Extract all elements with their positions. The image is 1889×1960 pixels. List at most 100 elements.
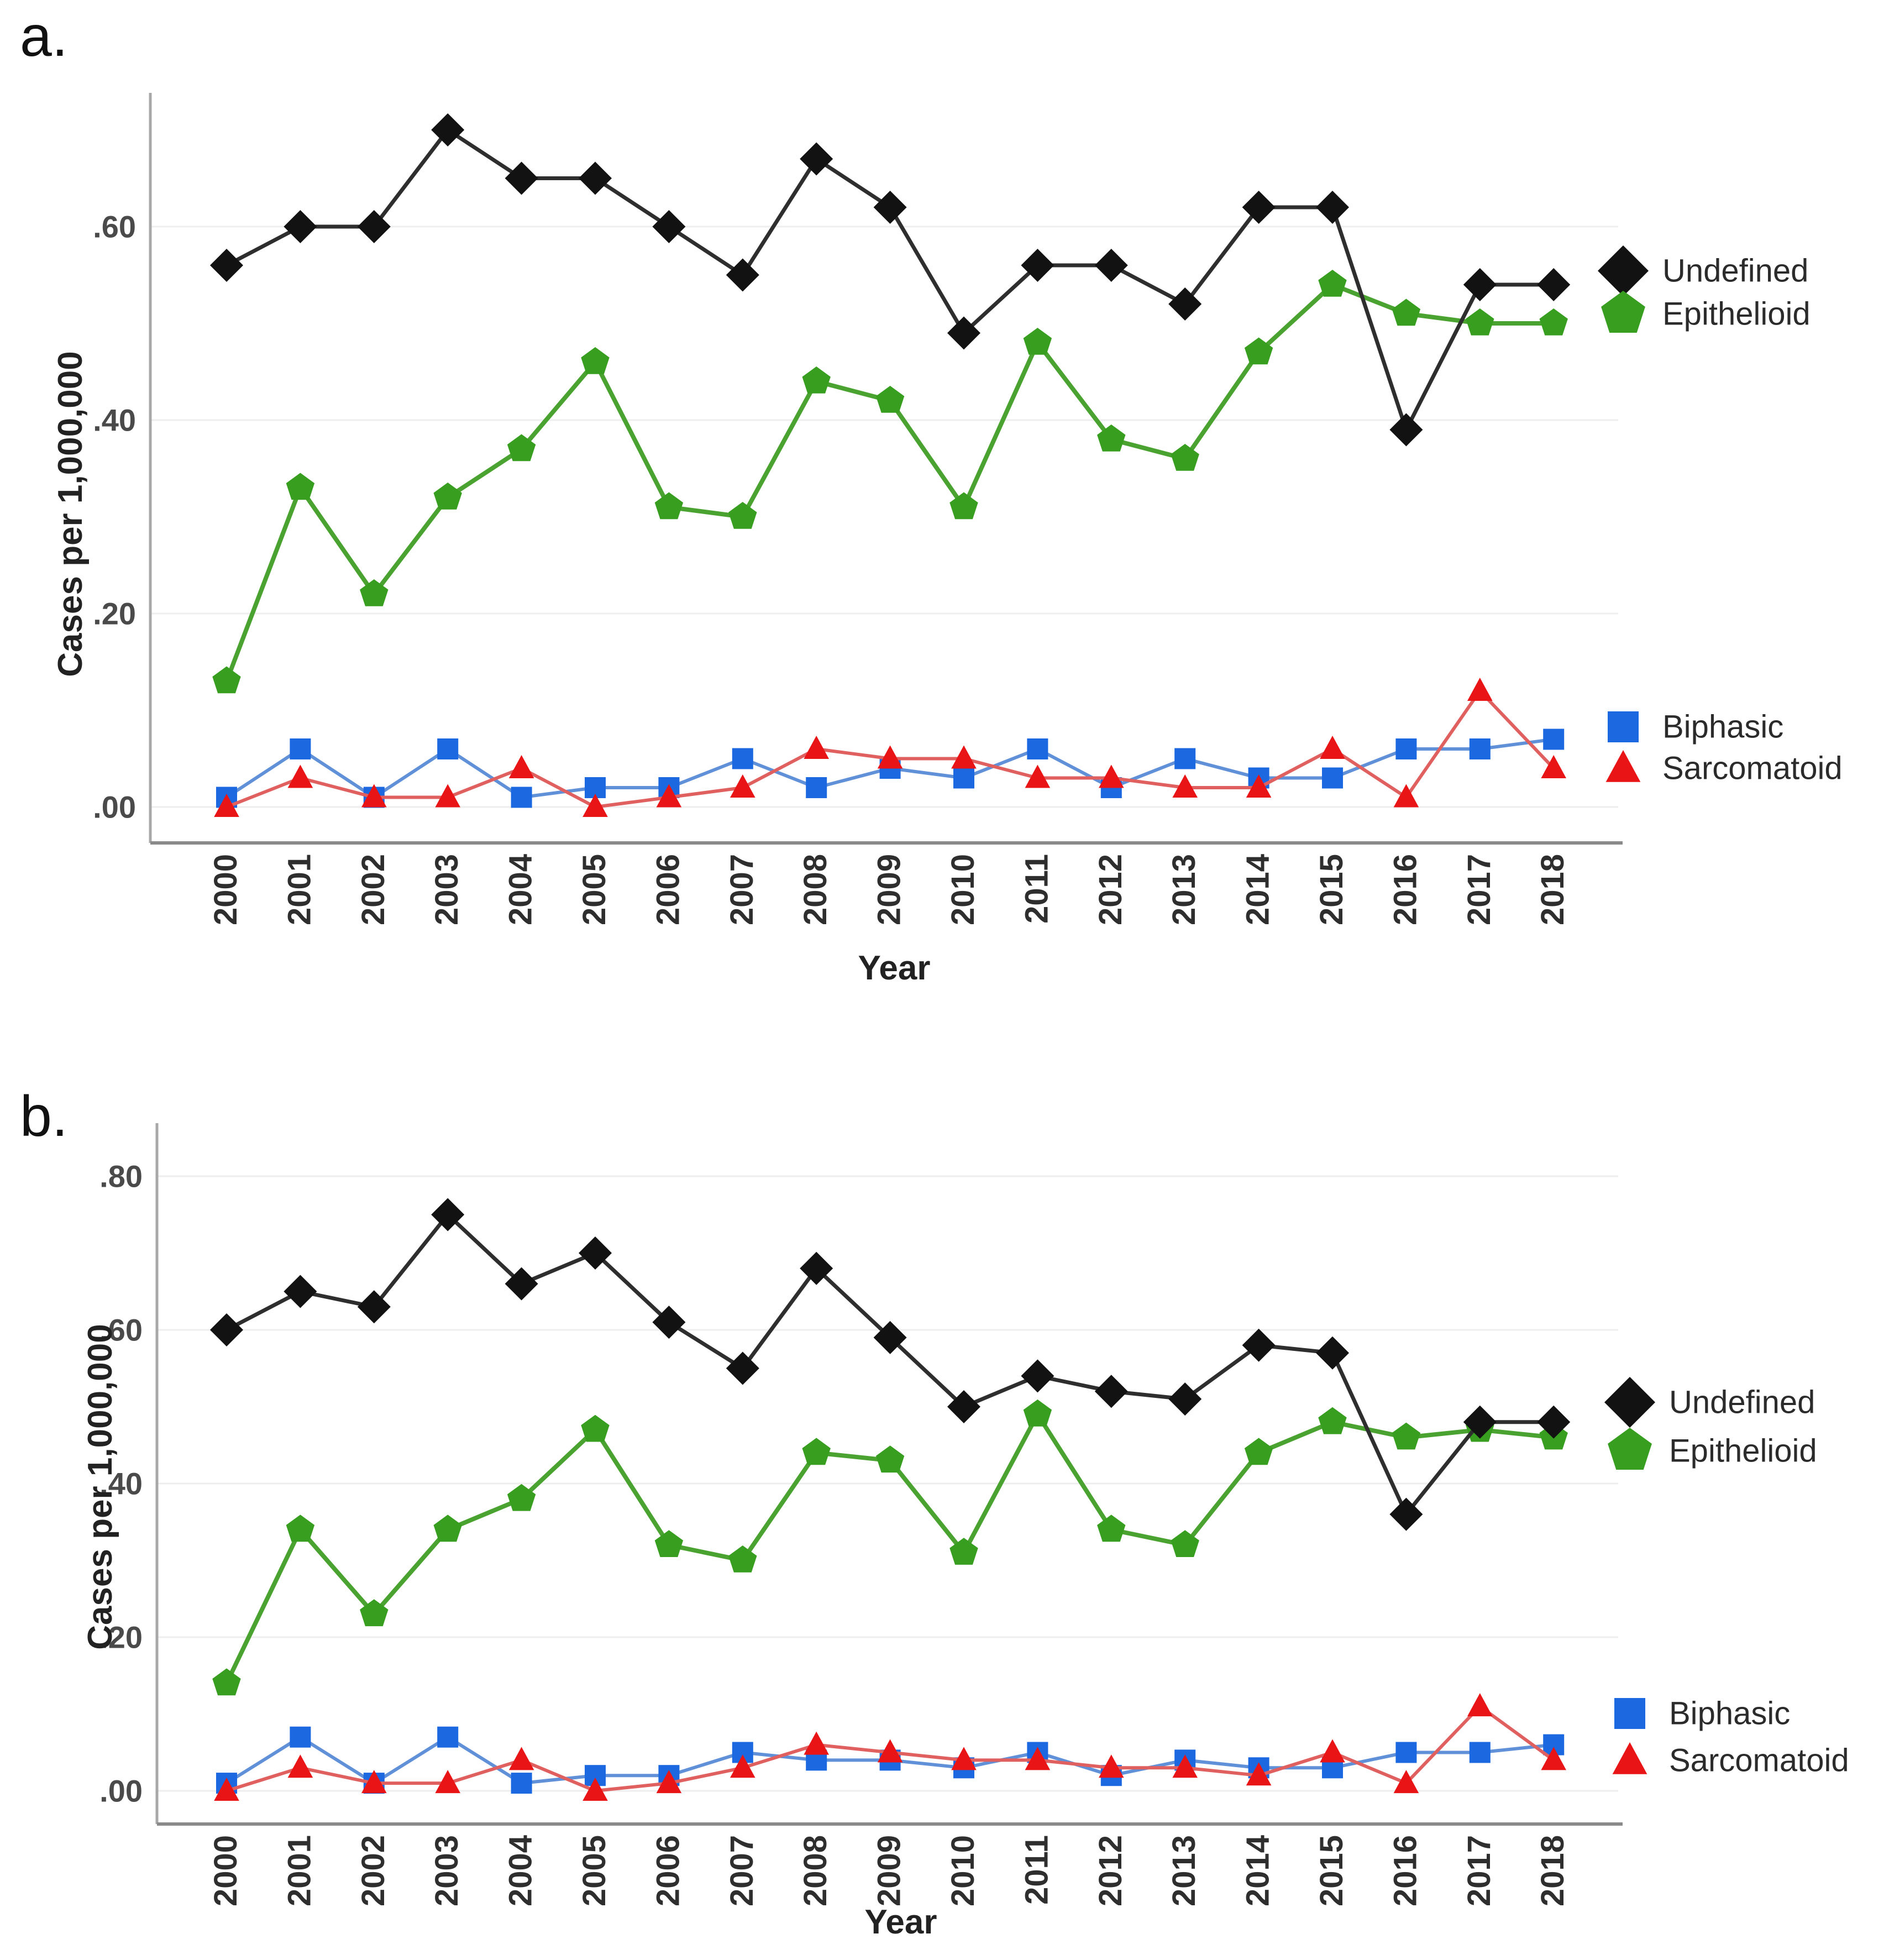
marker-epithelioid-2006 (654, 492, 684, 520)
marker-undefined-2009 (873, 1320, 907, 1354)
legend-label-biphasic: Biphasic (1662, 709, 1783, 745)
x-tick-label-2011: 2011 (1019, 854, 1054, 924)
x-tick-label-2010: 2010 (945, 1835, 981, 1906)
marker-epithelioid-2009 (875, 386, 905, 413)
marker-epithelioid-2004 (507, 1484, 536, 1511)
marker-sarcomatoid-2015 (1320, 1739, 1345, 1763)
marker-biphasic-2003 (437, 738, 459, 759)
marker-undefined-2008 (800, 142, 833, 176)
marker-sarcomatoid-2010 (951, 745, 977, 769)
legend-sarcomatoid-marker-icon (1612, 1742, 1647, 1774)
marker-epithelioid-2011 (1023, 328, 1052, 355)
marker-epithelioid-2005 (581, 347, 610, 374)
marker-epithelioid-2015 (1318, 1407, 1347, 1434)
y-axis-title: Cases per 1,000,000 (51, 351, 90, 677)
marker-sarcomatoid-2000 (214, 1778, 239, 1801)
marker-undefined-2018 (1537, 268, 1571, 301)
marker-sarcomatoid-2007 (730, 1754, 755, 1778)
marker-biphasic-2010 (953, 767, 974, 789)
x-tick-label-2012: 2012 (1093, 854, 1129, 925)
marker-sarcomatoid-2014 (1246, 774, 1272, 798)
marker-undefined-2006 (652, 1306, 686, 1339)
marker-undefined-2012 (1094, 1375, 1128, 1408)
marker-biphasic-2015 (1322, 767, 1343, 789)
x-tick-label-2015: 2015 (1314, 854, 1350, 925)
marker-undefined-2007 (726, 258, 759, 292)
y-tick-label-20: .20 (99, 1620, 143, 1655)
panel-a-label: a. (20, 4, 68, 69)
marker-epithelioid-2013 (1171, 1530, 1199, 1557)
marker-undefined-2005 (579, 1236, 612, 1270)
legend-label-sarcomatoid: Sarcomatoid (1669, 1743, 1849, 1779)
marker-epithelioid-2010 (949, 492, 978, 520)
marker-sarcomatoid-2013 (1172, 774, 1198, 798)
marker-sarcomatoid-2011 (1025, 764, 1051, 788)
legend-biphasic-marker-icon (1614, 1698, 1645, 1729)
marker-undefined-2008 (800, 1251, 833, 1285)
marker-epithelioid-2001 (286, 1514, 315, 1542)
marker-epithelioid-2018 (1539, 308, 1568, 336)
x-tick-label-2008: 2008 (797, 1835, 833, 1906)
x-tick-label-2005: 2005 (576, 1835, 612, 1906)
marker-biphasic-2017 (1469, 1742, 1491, 1763)
marker-undefined-2000 (210, 249, 243, 282)
marker-sarcomatoid-2007 (730, 774, 755, 798)
marker-epithelioid-2001 (286, 473, 315, 500)
x-axis-title: Year (864, 1903, 937, 1941)
x-tick-label-2010: 2010 (945, 854, 981, 925)
chart-a: .00 .20 .40 .60 2000 2001 2002 2003 2004 2005 2006… (51, 93, 1843, 987)
legend-label-epithelioid: Epithelioid (1669, 1433, 1817, 1469)
legend-undefined-marker-icon (1598, 245, 1649, 296)
marker-biphasic-2004 (511, 1773, 532, 1794)
marker-undefined-2011 (1021, 1359, 1054, 1393)
y-tick-label-60: .60 (99, 1313, 143, 1348)
x-axis-title: Year (858, 949, 930, 987)
x-tick-label-2002: 2002 (355, 1835, 391, 1906)
x-tick-label-2006: 2006 (650, 1835, 686, 1906)
x-tick-label-2015: 2015 (1314, 1835, 1350, 1906)
marker-epithelioid-2005 (581, 1414, 610, 1442)
marker-sarcomatoid-2012 (1099, 764, 1124, 788)
series-line-undefined (224, 128, 1556, 432)
marker-epithelioid-2016 (1392, 1422, 1421, 1450)
marker-epithelioid-2011 (1023, 1399, 1052, 1427)
marker-undefined-2011 (1021, 249, 1054, 282)
panel-a: a. .00 .20 .40 .60 2000 2001 2002 2003 2004 2005 2… (20, 4, 1843, 987)
marker-sarcomatoid-2018 (1541, 1747, 1566, 1770)
series-line-epithelioid (224, 282, 1556, 684)
legend-label-undefined: Undefined (1669, 1385, 1815, 1421)
marker-undefined-2007 (726, 1351, 759, 1385)
marker-undefined-2018 (1537, 1405, 1571, 1439)
legend-label-epithelioid: Epithelioid (1662, 296, 1811, 332)
x-tick-label-2009: 2009 (872, 854, 907, 925)
marker-undefined-2010 (947, 316, 980, 350)
marker-epithelioid-2014 (1244, 1438, 1273, 1465)
x-tick-label-2011: 2011 (1019, 1835, 1054, 1905)
legend-epithelioid-marker-icon (1601, 291, 1645, 333)
marker-sarcomatoid-2016 (1393, 784, 1419, 808)
marker-biphasic-2008 (806, 777, 827, 798)
y-tick-label-20: .20 (93, 596, 136, 631)
x-tick-label-2003: 2003 (429, 1835, 465, 1906)
marker-biphasic-2007 (732, 748, 753, 769)
marker-sarcomatoid-2009 (877, 745, 903, 769)
marker-epithelioid-2015 (1318, 270, 1347, 297)
marker-undefined-2014 (1242, 1328, 1276, 1362)
marker-biphasic-2004 (511, 787, 532, 808)
marker-sarcomatoid-2006 (656, 784, 682, 808)
marker-undefined-2010 (947, 1390, 980, 1423)
marker-sarcomatoid-2018 (1541, 755, 1566, 778)
marker-undefined-2016 (1389, 413, 1423, 447)
marker-undefined-2014 (1242, 191, 1276, 224)
marker-undefined-2003 (431, 1198, 465, 1231)
marker-biphasic-2016 (1395, 738, 1417, 759)
marker-biphasic-2016 (1395, 1742, 1417, 1763)
marker-undefined-2000 (210, 1313, 243, 1346)
x-tick-label-2001: 2001 (281, 1835, 317, 1906)
x-tick-label-2016: 2016 (1387, 1835, 1423, 1906)
x-tick-label-2018: 2018 (1535, 854, 1571, 925)
legend-epithelioid-marker-icon (1608, 1428, 1652, 1470)
marker-sarcomatoid-2011 (1025, 1747, 1051, 1770)
marker-undefined-2004 (505, 161, 538, 195)
